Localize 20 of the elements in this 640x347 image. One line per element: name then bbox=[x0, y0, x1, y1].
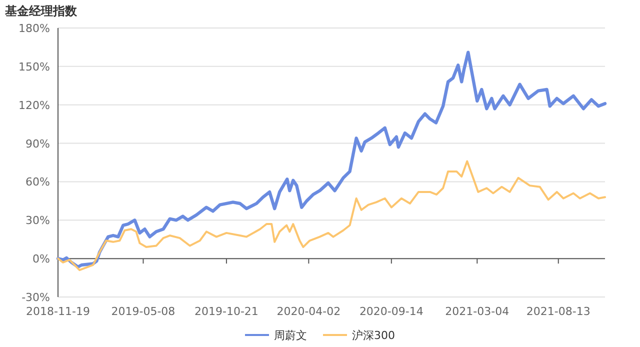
y-tick-label: 30% bbox=[26, 214, 50, 228]
chart-title: 基金经理指数 bbox=[4, 4, 78, 18]
x-tick-label: 2021-08-13 bbox=[526, 305, 590, 318]
x-tick-label: 2020-04-02 bbox=[276, 305, 341, 318]
line-series bbox=[56, 50, 607, 268]
y-tick-label: -30% bbox=[22, 291, 50, 304]
y-tick-label: 120% bbox=[18, 98, 50, 112]
x-tick-label: 2018-11-19 bbox=[26, 305, 90, 318]
line-series bbox=[57, 160, 606, 272]
x-tick-label: 2019-05-08 bbox=[111, 305, 176, 318]
y-tick-label: 0% bbox=[32, 252, 50, 266]
x-tick-label: 2019-10-21 bbox=[194, 305, 258, 318]
x-tick-label: 2020-09-14 bbox=[359, 305, 424, 318]
y-tick-label: 180% bbox=[18, 22, 50, 35]
y-tick-label: 60% bbox=[26, 176, 50, 189]
legend-label: 周蔚文 bbox=[274, 329, 307, 342]
x-tick-label: 2021-03-04 bbox=[445, 305, 510, 318]
y-tick-label: 150% bbox=[18, 60, 50, 74]
y-tick-label: 90% bbox=[26, 137, 50, 150]
legend-label: 沪深300 bbox=[352, 329, 395, 342]
